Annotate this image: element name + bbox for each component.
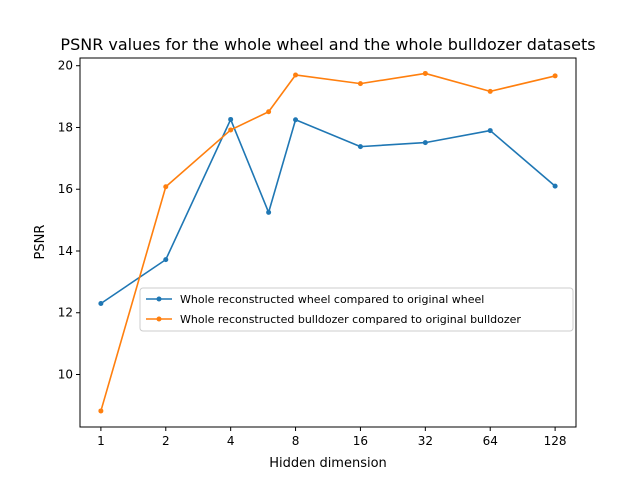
x-tick-label: 64 — [483, 434, 498, 448]
axes-frame — [79, 57, 577, 428]
x-axis-label: Hidden dimension — [269, 456, 387, 471]
series-2-point — [357, 81, 363, 87]
legend: Whole reconstructed wheel compared to or… — [139, 287, 574, 332]
y-tick-label: 16 — [58, 182, 73, 196]
x-axis-ticks: 1 2 4 8 16 32 64 128 — [97, 427, 567, 448]
y-tick-label: 20 — [58, 59, 73, 73]
series-1-point — [228, 116, 234, 122]
x-tick-label: 2 — [162, 434, 170, 448]
series-2-point — [293, 72, 299, 78]
series-2-point — [266, 109, 272, 115]
chart-title: PSNR values for the whole wheel and the … — [60, 35, 595, 54]
plot-area — [98, 70, 558, 414]
x-tick-label: 8 — [292, 434, 300, 448]
y-tick-label: 18 — [58, 120, 73, 134]
series-1-point — [163, 257, 169, 263]
series-2-point — [228, 127, 234, 133]
series-1-point — [266, 209, 272, 215]
legend-label: Whole reconstructed bulldozer compared t… — [180, 313, 521, 326]
series-2-point — [487, 88, 493, 94]
x-tick-label: 32 — [418, 434, 433, 448]
series-1-point — [552, 183, 558, 189]
series-1-point — [357, 144, 363, 150]
x-tick-label: 16 — [353, 434, 368, 448]
y-tick-label: 12 — [58, 306, 73, 320]
series-1-point — [487, 128, 493, 134]
y-axis-label: PSNR — [33, 225, 48, 260]
y-tick-label: 14 — [58, 244, 73, 258]
series-2-point — [98, 408, 104, 414]
x-tick-label: 1 — [97, 434, 105, 448]
legend-swatch-marker — [156, 316, 162, 322]
y-tick-label: 10 — [58, 368, 73, 382]
x-tick-label: 128 — [544, 434, 567, 448]
series-1-point — [98, 300, 104, 306]
series-2-point — [163, 184, 169, 190]
series-2-point — [552, 73, 558, 79]
legend-box — [139, 287, 574, 332]
legend-swatch-marker — [156, 296, 162, 302]
x-tick-label: 4 — [227, 434, 235, 448]
series-2-point — [422, 70, 428, 76]
series-1-point — [422, 140, 428, 146]
series-1-point — [293, 117, 299, 123]
y-axis-ticks: 10 12 14 16 18 20 — [58, 59, 80, 382]
legend-label: Whole reconstructed wheel compared to or… — [180, 293, 484, 306]
